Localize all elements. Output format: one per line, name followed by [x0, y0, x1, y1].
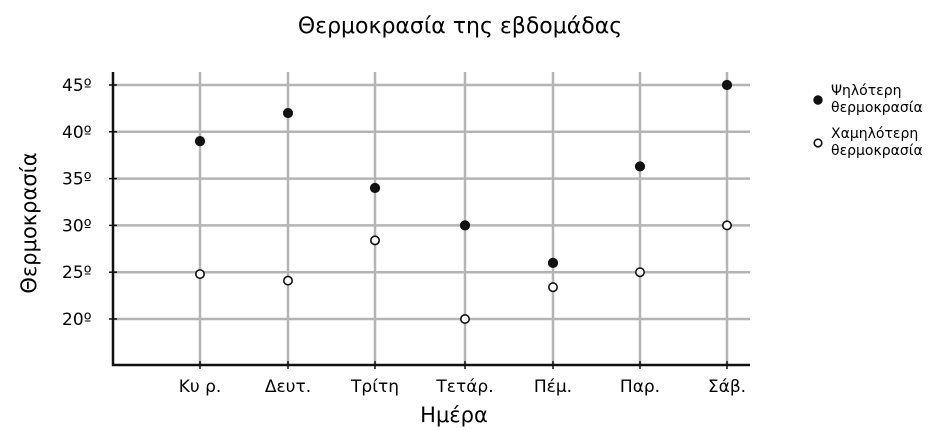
x-tick-labels: Κυ ρ. Δευτ. Τρίτη Τετάρ. Πέμ. Παρ. Σάβ. — [179, 377, 746, 397]
high-temp-point-5 — [547, 257, 559, 268]
legend-label: θερμοκρασία — [831, 143, 923, 159]
y-tick-label: 40º — [62, 123, 92, 143]
y-tick-label: 45º — [62, 76, 92, 96]
legend-label: Χαμηλότερη — [831, 126, 918, 142]
low-temp-point-4 — [459, 313, 470, 324]
y-tick-label: 30º — [62, 216, 92, 236]
chart-title: Θερμοκρασία της εβδομάδας — [298, 14, 622, 39]
y-tick-label: 35º — [62, 170, 92, 190]
y-axis-label: Θερμοκρασία — [17, 152, 41, 293]
x-tick-label: Παρ. — [620, 377, 660, 397]
legend-hollow-marker — [813, 138, 823, 148]
x-tick-label: Πέμ. — [534, 377, 572, 397]
y-tick-label: 25º — [62, 263, 92, 283]
low-temp-point-7 — [721, 220, 732, 231]
x-tick-label: Δευτ. — [265, 377, 311, 397]
x-axis-label: Ημέρα — [420, 403, 488, 427]
high-temp-point-1 — [194, 136, 206, 147]
high-temp-point-2 — [282, 107, 294, 119]
low-temp-point-5 — [547, 282, 558, 293]
x-tick-label: Τετάρ. — [435, 377, 493, 397]
low-temp-point-2 — [282, 275, 293, 286]
high-temp-point-7 — [721, 79, 733, 91]
low-temp-point-1 — [195, 269, 206, 280]
grid — [113, 72, 750, 365]
low-temp-point-3 — [369, 235, 380, 246]
legend-label: Ψηλότερη — [831, 83, 902, 99]
low-temp-point-6 — [634, 267, 645, 278]
high-temp-point-6 — [634, 161, 646, 172]
high-temp-point-3 — [369, 182, 381, 194]
high-temp-point-4 — [459, 220, 471, 231]
data-points — [194, 79, 733, 324]
y-tick-labels: 20º 25º 30º 35º 40º 45º — [62, 76, 92, 330]
x-tick-label: Κυ ρ. — [179, 377, 222, 397]
y-tick-label: 20º — [62, 310, 92, 330]
x-tick-label: Τρίτη — [350, 377, 399, 397]
legend-filled-marker — [813, 95, 823, 105]
legend-label: θερμοκρασία — [831, 100, 923, 116]
axes — [109, 72, 750, 369]
x-tick-label: Σάβ. — [708, 377, 746, 397]
